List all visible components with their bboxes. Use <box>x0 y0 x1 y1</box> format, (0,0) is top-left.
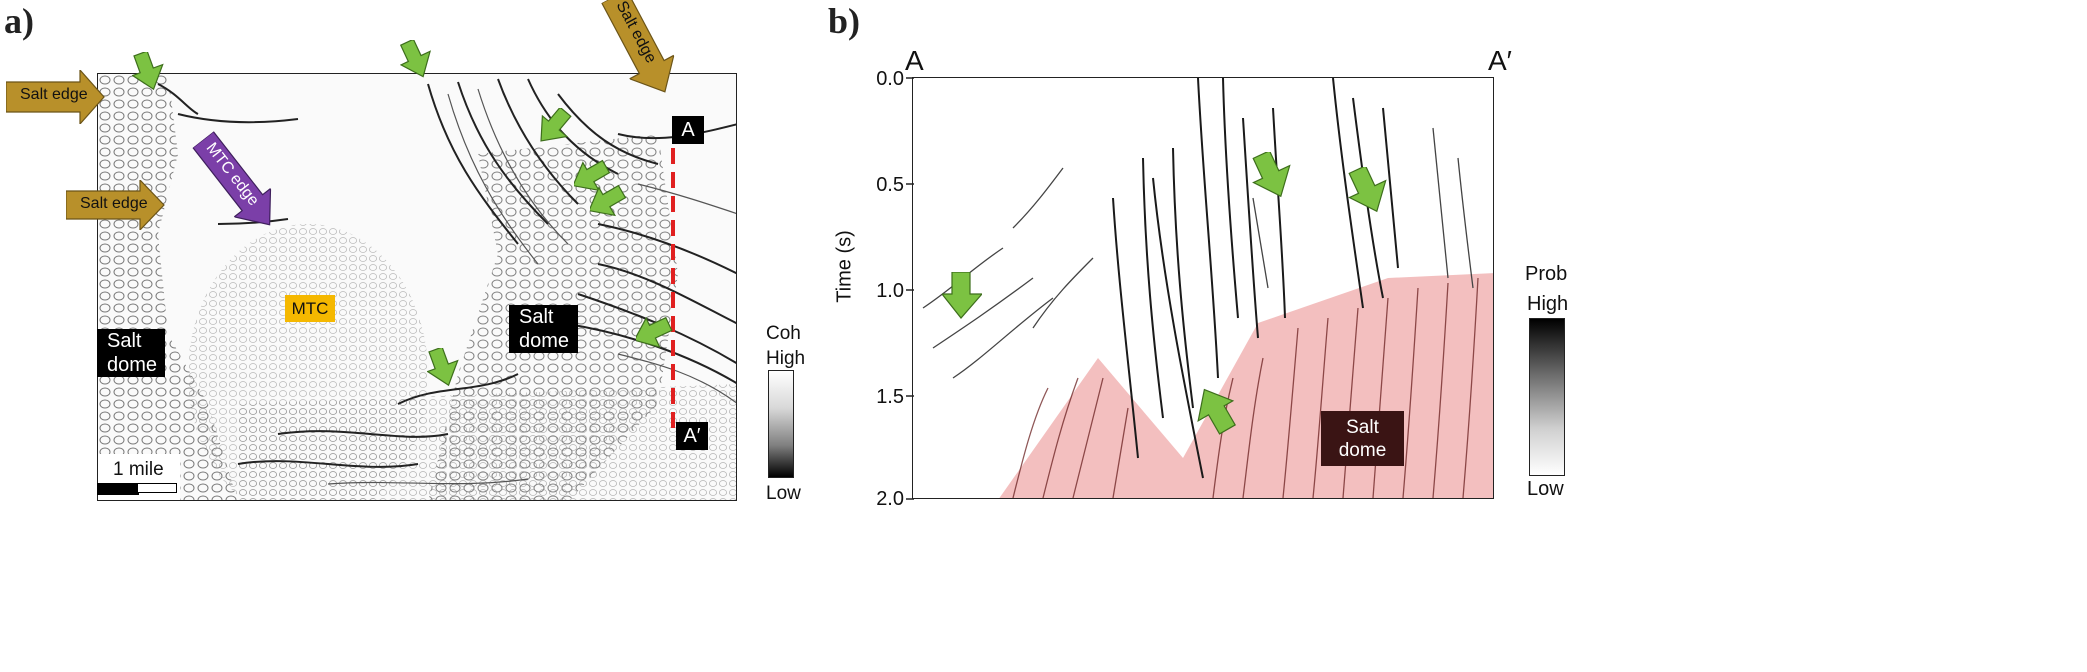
coherence-texture <box>98 74 736 500</box>
green-arrow-icon <box>1197 388 1236 435</box>
green-arrow-icon <box>1348 167 1387 213</box>
salt-dome-left-box: Salt dome <box>97 329 165 377</box>
coherence-map <box>97 73 737 501</box>
scale-bar-black <box>97 483 139 495</box>
green-arrow-icon <box>427 348 459 387</box>
coh-colorbar <box>768 370 794 478</box>
green-arrow-icon <box>400 40 432 78</box>
scale-label: 1 mile <box>113 459 164 480</box>
salt-edge-arrow-left <box>66 180 165 230</box>
y-tick-label: 1.5 <box>876 386 904 408</box>
y-axis-ticks <box>906 77 914 500</box>
coh-colorbar-title: Coh <box>766 323 801 344</box>
mtc-box: MTC <box>285 295 335 322</box>
prob-colorbar-title: Prob <box>1525 263 1568 285</box>
green-arrow-icon <box>132 52 164 90</box>
green-arrow-icon <box>574 159 611 192</box>
section-a-label: A <box>905 45 924 76</box>
green-arrow-icon <box>590 184 627 217</box>
green-arrow-icon <box>636 316 673 349</box>
salt-dome-line1: Salt <box>1346 416 1379 438</box>
green-arrow-icon <box>942 272 982 319</box>
salt-edge-arrow-top-right: Salt edge <box>592 0 688 105</box>
salt-edge-arrow-top-left <box>6 70 105 124</box>
salt-edge-label-top-left: Salt edge <box>20 86 88 103</box>
coh-colorbar-low: Low <box>766 483 801 504</box>
fault-probability-image <box>922 78 1493 498</box>
salt-dome-left-line2: dome <box>107 354 158 376</box>
prob-colorbar-low: Low <box>1527 478 1564 500</box>
y-tick-label: 0.0 <box>876 68 904 90</box>
salt-dome-center-line1: Salt <box>519 306 554 328</box>
section-a-prime-label: A′ <box>1488 45 1512 76</box>
salt-dome-left-line1: Salt <box>107 330 142 352</box>
panel-a-label: a) <box>4 1 34 41</box>
salt-dome-center-line2: dome <box>519 330 570 352</box>
coh-colorbar-high: High <box>766 348 806 369</box>
point-a-prime-label: A′ <box>676 422 708 450</box>
green-arrow-icon <box>540 108 572 142</box>
y-tick-label: 1.0 <box>876 280 904 302</box>
panel-b-label: b) <box>828 1 861 41</box>
salt-dome-region <box>999 273 1493 498</box>
mtc-edge-arrow: MTC edge <box>185 125 289 240</box>
point-a-label: A <box>672 116 704 144</box>
y-tick-label: 2.0 <box>876 488 904 510</box>
salt-dome-center-box: Salt dome <box>509 305 578 353</box>
salt-dome-box: Salt dome <box>1321 411 1404 466</box>
salt-edge-label-left: Salt edge <box>80 195 148 212</box>
green-arrow-icon <box>1252 152 1291 198</box>
salt-dome-line2: dome <box>1338 439 1387 461</box>
y-tick-label: 0.5 <box>876 174 904 196</box>
section-line-a-a-prime <box>671 148 675 435</box>
prob-colorbar-high: High <box>1527 293 1569 315</box>
scale-bar-white <box>137 483 177 493</box>
fault-probability-section <box>912 77 1494 499</box>
scale-bar: 1 mile <box>97 455 179 501</box>
prob-colorbar <box>1529 318 1565 476</box>
